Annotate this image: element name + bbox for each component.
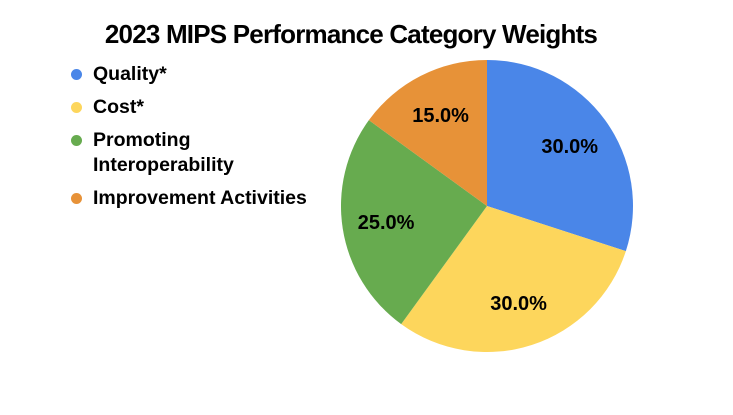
pie-slice-cost (401, 206, 626, 353)
pie-slice-promoting-interoperability (340, 120, 487, 325)
legend-item-quality: Quality* (71, 62, 313, 87)
pie-slice-improvement-activities (368, 60, 487, 206)
pie-slice-quality (487, 60, 633, 252)
legend-dot-quality (71, 69, 82, 80)
legend-label: Cost* (93, 96, 144, 118)
legend-item-promoting-interoperability: Promoting Interoperability (71, 128, 313, 178)
legend-label: Promoting Interoperability (93, 129, 234, 176)
pie-label-promoting-interoperability: 25.0% (358, 212, 415, 234)
legend-label: Improvement Activities (93, 187, 307, 209)
legend-item-cost: Cost* (71, 95, 313, 120)
pie-label-cost: 30.0% (490, 293, 547, 315)
legend-dot-improvement-activities (71, 193, 82, 204)
legend-dot-promoting-interoperability (71, 135, 82, 146)
pie-label-quality: 30.0% (541, 136, 598, 158)
chart-title: 2023 MIPS Performance Category Weights (104, 19, 598, 49)
legend-label: Quality* (93, 63, 167, 85)
legend-item-improvement-activities: Improvement Activities (71, 186, 313, 211)
legend-dot-cost (71, 102, 82, 113)
pie-label-improvement-activities: 15.0% (412, 105, 469, 127)
legend: Quality* Cost* Promoting Interoperabilit… (71, 62, 313, 211)
